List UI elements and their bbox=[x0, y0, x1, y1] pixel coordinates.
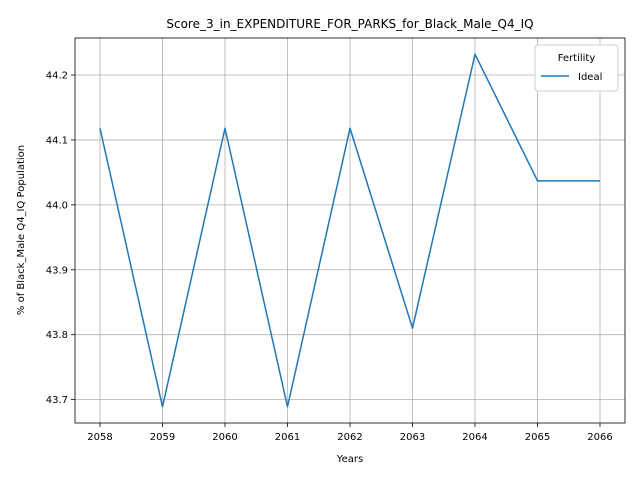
y-tick-label: 43.8 bbox=[46, 330, 68, 341]
legend-title: Fertility bbox=[558, 53, 596, 64]
y-tick-label: 44.2 bbox=[46, 71, 68, 82]
x-tick-label: 2060 bbox=[212, 432, 237, 443]
y-axis-label: % of Black_Male Q4_IQ Population bbox=[16, 145, 27, 315]
chart-title: Score_3_in_EXPENDITURE_FOR_PARKS_for_Bla… bbox=[166, 17, 533, 31]
x-tick-label: 2064 bbox=[462, 432, 487, 443]
x-tick-label: 2062 bbox=[337, 432, 362, 443]
x-tick-label: 2061 bbox=[275, 432, 300, 443]
legend: Fertility Ideal bbox=[534, 44, 619, 92]
y-tick-label: 44.1 bbox=[46, 135, 68, 146]
x-tick-label: 2059 bbox=[150, 432, 175, 443]
x-tick-label: 2058 bbox=[87, 432, 112, 443]
legend-box bbox=[534, 44, 619, 92]
x-tick-label: 2065 bbox=[525, 432, 550, 443]
x-axis-ticks: 2058 2059 2060 2061 2062 2063 2064 2065 2066 bbox=[87, 423, 613, 443]
series-layer bbox=[99, 53, 601, 408]
y-tick-label: 43.7 bbox=[46, 395, 68, 406]
x-tick-label: 2066 bbox=[587, 432, 612, 443]
x-tick-label: 2063 bbox=[400, 432, 425, 443]
y-tick-label: 43.9 bbox=[46, 265, 68, 276]
grid-lines bbox=[75, 38, 625, 423]
y-axis-ticks: 43.7 43.8 43.9 44.0 44.1 44.2 bbox=[46, 71, 75, 406]
x-axis-label: Years bbox=[336, 454, 363, 465]
y-tick-label: 44.0 bbox=[46, 200, 68, 211]
legend-label-ideal: Ideal bbox=[578, 72, 602, 83]
